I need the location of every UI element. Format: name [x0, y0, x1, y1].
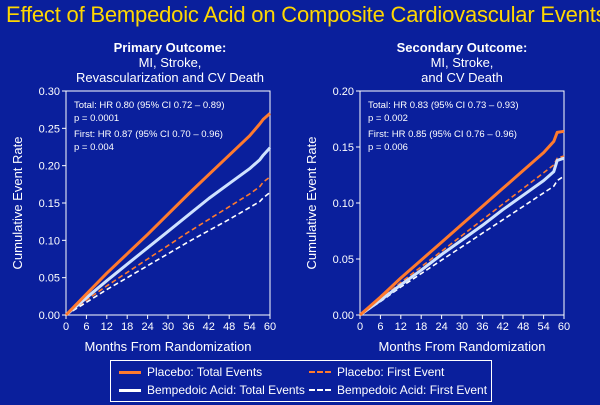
hr-annotation: Total: HR 0.80 (95% CI 0.72 – 0.89)	[74, 100, 225, 111]
hr-annotation: p = 0.004	[74, 142, 114, 153]
y-tick-label: 0.20	[333, 86, 354, 98]
x-tick-label: 18	[121, 321, 133, 333]
y-axis-label: Cumulative Event Rate	[304, 137, 319, 270]
primary-chart: 0.00 0.05 0.10 0.15 0.20 0.25 0.30 0 6 12 18 24 30 36…	[10, 86, 276, 354]
x-tick-label: 48	[223, 321, 235, 333]
x-tick-label: 6	[83, 321, 89, 333]
series-line-placebo-total-events	[64, 112, 271, 317]
x-tick-label: 0	[63, 321, 69, 333]
y-tick-label: 0.15	[39, 198, 60, 210]
legend-swatch-bempedoic-first	[309, 389, 331, 391]
plot-frame	[65, 90, 271, 316]
primary-panel-title: Primary Outcome: MI, Stroke, Revasculari…	[60, 40, 280, 85]
x-tick-label: 12	[395, 321, 407, 333]
y-tick-label: 0.05	[39, 273, 60, 285]
x-tick-label: 60	[264, 321, 276, 333]
hr-annotation: p = 0.0001	[74, 113, 119, 124]
slide-title: Effect of Bempedoic Acid on Composite Ca…	[6, 2, 600, 27]
legend-item-bempedoic-total: Bempedoic Acid: Total Events	[119, 383, 305, 397]
series-line-bempedoic-acid-first-event	[359, 175, 565, 316]
series-line-bempedoic-acid-total-events	[359, 156, 565, 317]
hr-annotation: p = 0.006	[368, 142, 408, 153]
primary-title-line-1: MI, Stroke,	[138, 55, 202, 70]
y-tick-label: 0.00	[333, 310, 354, 322]
x-tick-label: 48	[517, 321, 529, 333]
legend-item-placebo-first: Placebo: First Event	[309, 365, 444, 379]
legend-item-bempedoic-first: Bempedoic Acid: First Event	[309, 383, 487, 397]
x-tick-label: 54	[243, 321, 255, 333]
y-tick-label: 0.10	[39, 235, 60, 247]
series-line-placebo-first-event	[359, 155, 565, 316]
series-line-bempedoic-acid-first-event	[65, 191, 271, 316]
x-tick-label: 30	[162, 321, 174, 333]
legend-label-placebo-first: Placebo: First Event	[337, 365, 445, 379]
x-axis-label: Months From Randomization	[85, 339, 252, 354]
hr-annotation: Total: HR 0.83 (95% CI 0.73 – 0.93)	[368, 100, 519, 111]
y-tick-label: 0.30	[39, 86, 60, 98]
x-tick-label: 54	[537, 321, 549, 333]
x-tick-label: 18	[415, 321, 427, 333]
y-tick-label: 0.15	[333, 142, 354, 154]
legend-label-bempedoic-total: Bempedoic Acid: Total Events	[147, 383, 305, 397]
series-line-bempedoic-acid-total-events	[65, 146, 272, 317]
secondary-title-line-1: MI, Stroke,	[430, 55, 494, 70]
x-tick-label: 42	[497, 321, 509, 333]
x-tick-label: 24	[435, 321, 447, 333]
x-tick-label: 36	[182, 321, 194, 333]
x-tick-label: 60	[558, 321, 570, 333]
y-axis-label: Cumulative Event Rate	[10, 137, 25, 270]
legend-swatch-bempedoic-total	[119, 388, 141, 392]
legend-label-bempedoic-first: Bempedoic Acid: First Event	[337, 383, 488, 397]
hr-annotation: First: HR 0.87 (95% CI 0.70 – 0.96)	[74, 129, 223, 140]
legend-swatch-placebo-first	[309, 371, 331, 373]
secondary-title-line-2: and CV Death	[421, 70, 503, 85]
x-tick-label: 12	[101, 321, 113, 333]
x-tick-label: 6	[377, 321, 383, 333]
series-line-placebo-total-events	[359, 129, 565, 317]
hr-annotation: First: HR 0.85 (95% CI 0.76 – 0.96)	[368, 129, 517, 140]
x-tick-label: 30	[456, 321, 468, 333]
series-line-placebo-first-event	[65, 176, 271, 316]
secondary-panel-title: Secondary Outcome: MI, Stroke, and CV De…	[352, 40, 572, 85]
x-axis-label: Months From Randomization	[379, 339, 546, 354]
hr-annotation: p = 0.002	[368, 113, 408, 124]
y-tick-label: 0.25	[39, 123, 60, 135]
plot-frame	[359, 90, 565, 316]
y-tick-label: 0.10	[333, 198, 354, 210]
x-tick-label: 42	[203, 321, 215, 333]
primary-title-main: Primary Outcome:	[113, 40, 227, 55]
legend-swatch-placebo-total	[119, 370, 141, 374]
y-tick-label: 0.05	[333, 254, 354, 266]
legend-label-placebo-total: Placebo: Total Events	[147, 365, 263, 379]
legend: Placebo: Total Events Placebo: First Eve…	[110, 360, 492, 402]
y-tick-label: 0.00	[39, 310, 60, 322]
primary-title-line-2: Revascularization and CV Death	[76, 70, 264, 85]
x-tick-label: 0	[357, 321, 363, 333]
y-tick-label: 0.20	[39, 161, 60, 173]
secondary-chart: 0.00 0.05 0.10 0.15 0.20 0 6 12 18 24 30 36 42 48 54 60…	[304, 86, 570, 354]
secondary-title-main: Secondary Outcome:	[396, 40, 528, 55]
x-tick-label: 24	[141, 321, 153, 333]
legend-item-placebo-total: Placebo: Total Events	[119, 365, 262, 379]
x-tick-label: 36	[476, 321, 488, 333]
